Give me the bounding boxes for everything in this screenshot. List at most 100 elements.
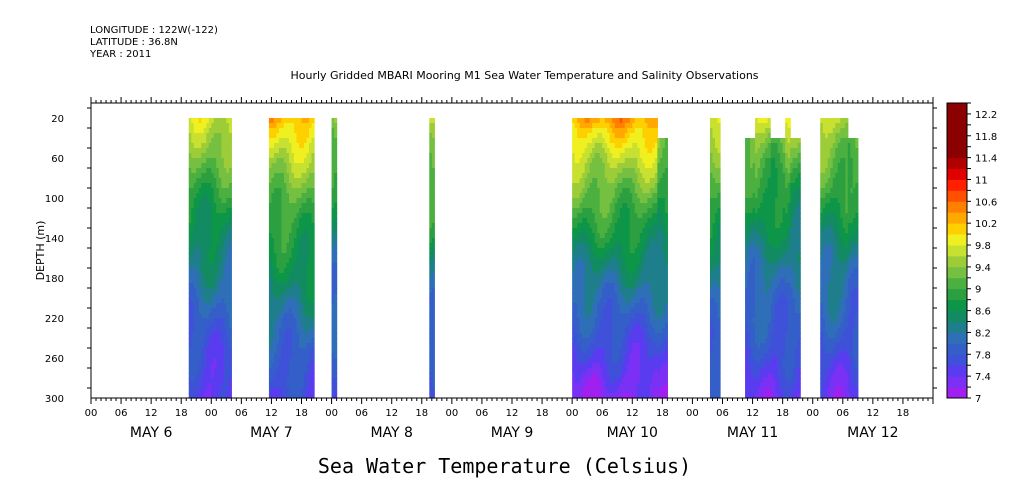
temperature-cell <box>649 313 653 319</box>
temperature-cell <box>429 263 433 269</box>
temperature-cell <box>662 253 666 259</box>
temperature-cell <box>654 153 658 159</box>
temperature-cell <box>431 258 435 264</box>
temperature-cell <box>291 278 295 284</box>
temperature-cell <box>331 203 335 209</box>
temperature-cell <box>221 383 225 389</box>
temperature-cell <box>309 328 313 334</box>
temperature-cell <box>619 363 623 369</box>
temperature-cell <box>712 328 716 334</box>
temperature-cell <box>301 338 305 344</box>
temperature-cell <box>637 288 641 294</box>
temperature-cell <box>662 293 666 299</box>
temperature-cell <box>221 218 225 224</box>
temperature-cell <box>298 178 303 184</box>
temperature-cell <box>629 253 633 259</box>
temperature-cell <box>624 283 628 289</box>
temperature-cell <box>647 268 651 274</box>
temperature-cell <box>221 363 225 369</box>
temperature-cell <box>211 123 215 129</box>
temperature-cell <box>188 293 192 299</box>
temperature-cell <box>609 373 613 379</box>
temperature-cell <box>228 118 232 124</box>
temperature-cell <box>211 193 215 199</box>
temperature-cell <box>211 188 215 194</box>
temperature-cell <box>709 328 714 334</box>
temperature-cell <box>579 348 583 354</box>
temperature-cell <box>709 363 714 369</box>
temperature-cell <box>216 143 220 149</box>
temperature-cell <box>594 153 598 159</box>
temperature-cell <box>311 248 315 254</box>
temperature-cell <box>268 303 273 309</box>
temperature-cell <box>747 368 751 374</box>
temperature-cell <box>276 328 280 334</box>
temperature-cell <box>602 393 606 399</box>
temperature-cell <box>228 388 232 394</box>
temperature-cell <box>577 138 581 144</box>
temperature-cell <box>278 183 283 189</box>
temperature-cell <box>226 118 230 124</box>
temperature-cell <box>717 158 721 164</box>
temperature-cell <box>276 368 280 374</box>
temperature-cell <box>607 303 611 309</box>
temperature-cell <box>602 243 606 249</box>
temperature-cell <box>228 368 232 374</box>
temperature-cell <box>579 308 583 314</box>
temperature-cell <box>712 313 716 319</box>
temperature-cell <box>619 338 623 344</box>
temperature-cell <box>594 263 598 269</box>
temperature-cell <box>293 313 298 319</box>
temperature-cell <box>717 333 721 339</box>
temperature-cell <box>604 258 608 264</box>
temperature-cell <box>188 223 192 229</box>
temperature-cell <box>709 333 714 339</box>
temperature-cell <box>201 368 205 374</box>
temperature-cell <box>268 308 273 314</box>
temperature-cell <box>211 363 215 369</box>
temperature-cell <box>218 393 222 399</box>
temperature-cell <box>218 183 222 189</box>
temperature-cell <box>632 358 636 364</box>
temperature-cell <box>652 293 656 299</box>
temperature-cell <box>582 208 586 214</box>
temperature-cell <box>664 333 668 339</box>
temperature-cell <box>188 198 192 204</box>
temperature-cell <box>607 243 611 249</box>
temperature-cell <box>584 373 588 379</box>
temperature-cell <box>226 138 230 144</box>
temperature-cell <box>614 198 618 204</box>
temperature-cell <box>745 393 749 399</box>
temperature-cell <box>614 173 618 179</box>
temperature-cell <box>659 343 663 349</box>
temperature-cell <box>582 283 586 289</box>
temperature-cell <box>291 213 295 219</box>
temperature-cell <box>607 293 611 299</box>
temperature-cell <box>213 293 217 299</box>
temperature-cell <box>286 153 290 159</box>
temperature-cell <box>659 238 663 244</box>
temperature-cell <box>201 308 205 314</box>
temperature-cell <box>654 128 658 134</box>
temperature-cell <box>283 148 288 154</box>
temperature-cell <box>717 118 721 124</box>
temperature-cell <box>627 323 631 329</box>
temperature-cell <box>622 358 626 364</box>
temperature-cell <box>206 263 210 269</box>
temperature-cell <box>639 143 643 149</box>
temperature-cell <box>213 243 217 249</box>
temperature-cell <box>271 313 275 319</box>
temperature-cell <box>642 118 646 124</box>
temperature-cell <box>218 263 222 269</box>
temperature-cell <box>268 138 273 144</box>
temperature-cell <box>604 393 608 399</box>
temperature-cell <box>714 273 719 279</box>
temperature-cell <box>662 183 666 189</box>
temperature-cell <box>281 123 285 129</box>
temperature-cell <box>281 353 285 359</box>
temperature-cell <box>211 373 215 379</box>
temperature-cell <box>572 153 576 159</box>
temperature-cell <box>624 308 628 314</box>
temperature-cell <box>614 323 618 329</box>
temperature-cell <box>574 313 578 319</box>
